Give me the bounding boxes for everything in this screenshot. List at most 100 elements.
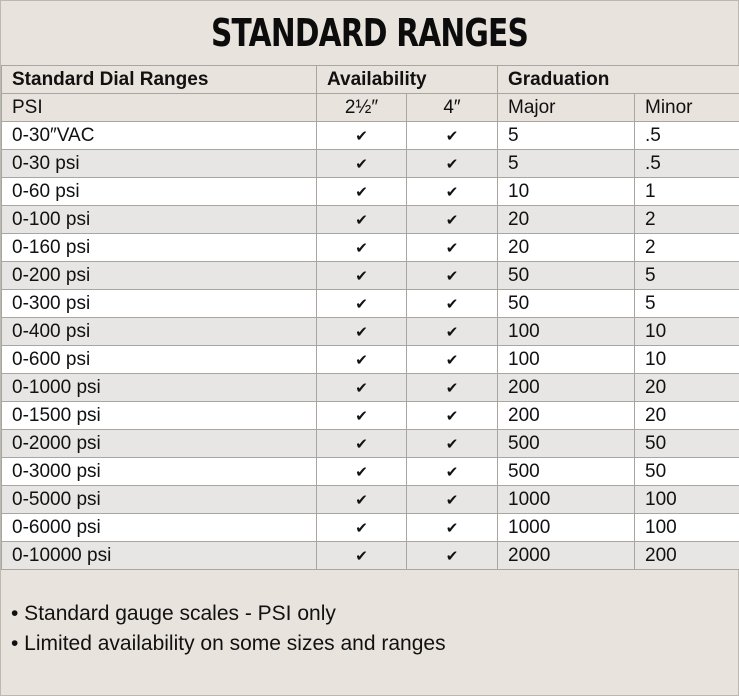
check-icon: ✔ bbox=[316, 485, 407, 514]
major-cell: 5 bbox=[497, 121, 635, 150]
major-cell: 100 bbox=[497, 345, 635, 374]
minor-cell: 20 bbox=[634, 401, 739, 430]
minor-cell: 1 bbox=[634, 177, 739, 206]
check-icon: ✔ bbox=[406, 541, 498, 570]
range-cell: 0-160 psi bbox=[1, 233, 317, 262]
minor-cell: 5 bbox=[634, 289, 739, 318]
major-cell: 50 bbox=[497, 261, 635, 290]
table-row: 0-6000 psi ✔ ✔ 1000 100 bbox=[1, 513, 739, 542]
range-cell: 0-1500 psi bbox=[1, 401, 317, 430]
note-item: • Standard gauge scales - PSI only bbox=[11, 602, 336, 625]
check-icon: ✔ bbox=[406, 233, 498, 262]
minor-cell: 20 bbox=[634, 373, 739, 402]
check-icon: ✔ bbox=[406, 289, 498, 318]
minor-cell: 50 bbox=[634, 457, 739, 486]
check-icon: ✔ bbox=[406, 457, 498, 486]
range-cell: 0-600 psi bbox=[1, 345, 317, 374]
check-icon: ✔ bbox=[316, 401, 407, 430]
table-row: 0-30″VAC ✔ ✔ 5.5 bbox=[1, 121, 739, 150]
table-row: 0-100 psi ✔ ✔ 20 2 bbox=[1, 205, 739, 234]
header-graduation: Graduation bbox=[497, 65, 739, 94]
major-cell: 5 bbox=[497, 149, 635, 178]
minor-cell: .5 bbox=[634, 121, 739, 150]
check-icon: ✔ bbox=[316, 317, 407, 346]
range-cell: 0-60 psi bbox=[1, 177, 317, 206]
table-row: 0-1000 psi ✔ ✔ 200 20 bbox=[1, 373, 739, 402]
major-cell: 100 bbox=[497, 317, 635, 346]
table-body: 0-30″VAC ✔ ✔ 5.5 0-30 psi ✔ ✔ 5.5 0-60 psi ✔ ✔ 10 1 0… bbox=[1, 121, 739, 570]
check-icon: ✔ bbox=[316, 205, 407, 234]
range-cell: 0-2000 psi bbox=[1, 429, 317, 458]
major-cell: 10 bbox=[497, 177, 635, 206]
header-availability: Availability bbox=[316, 65, 498, 94]
table-row: 0-200 psi ✔ ✔ 50 5 bbox=[1, 261, 739, 290]
table-row: 0-10000 psi ✔ ✔ 2000 200 bbox=[1, 541, 739, 570]
range-cell: 0-5000 psi bbox=[1, 485, 317, 514]
range-cell: 0-100 psi bbox=[1, 205, 317, 234]
major-cell: 500 bbox=[497, 429, 635, 458]
check-icon: ✔ bbox=[406, 177, 498, 206]
check-icon: ✔ bbox=[406, 429, 498, 458]
table-row: 0-400 psi ✔ ✔ 100 10 bbox=[1, 317, 739, 346]
major-cell: 200 bbox=[497, 373, 635, 402]
minor-cell: 10 bbox=[634, 345, 739, 374]
table-row: 0-60 psi ✔ ✔ 10 1 bbox=[1, 177, 739, 206]
subheader-minor: Minor bbox=[634, 93, 739, 122]
minor-cell: 100 bbox=[634, 513, 739, 542]
check-icon: ✔ bbox=[316, 513, 407, 542]
major-cell: 50 bbox=[497, 289, 635, 318]
check-icon: ✔ bbox=[316, 177, 407, 206]
check-icon: ✔ bbox=[406, 121, 498, 150]
minor-cell: 200 bbox=[634, 541, 739, 570]
table-row: 0-300 psi ✔ ✔ 50 5 bbox=[1, 289, 739, 318]
major-cell: 500 bbox=[497, 457, 635, 486]
check-icon: ✔ bbox=[406, 401, 498, 430]
check-icon: ✔ bbox=[316, 345, 407, 374]
range-cell: 0-3000 psi bbox=[1, 457, 317, 486]
range-cell: 0-10000 psi bbox=[1, 541, 317, 570]
check-icon: ✔ bbox=[316, 373, 407, 402]
subheader-major: Major bbox=[497, 93, 635, 122]
major-cell: 20 bbox=[497, 233, 635, 262]
major-cell: 1000 bbox=[497, 485, 635, 514]
minor-cell: .5 bbox=[634, 149, 739, 178]
check-icon: ✔ bbox=[316, 121, 407, 150]
range-cell: 0-6000 psi bbox=[1, 513, 317, 542]
check-icon: ✔ bbox=[316, 541, 407, 570]
major-cell: 1000 bbox=[497, 513, 635, 542]
minor-cell: 2 bbox=[634, 233, 739, 262]
major-cell: 200 bbox=[497, 401, 635, 430]
notes: • Standard gauge scales - PSI only • Lim… bbox=[11, 599, 446, 659]
table-row: 0-160 psi ✔ ✔ 20 2 bbox=[1, 233, 739, 262]
check-icon: ✔ bbox=[406, 261, 498, 290]
table-row: 0-5000 psi ✔ ✔ 1000 100 bbox=[1, 485, 739, 514]
table-row: 0-30 psi ✔ ✔ 5.5 bbox=[1, 149, 739, 178]
check-icon: ✔ bbox=[406, 317, 498, 346]
table-header-row: Standard Dial Ranges Availability Gradua… bbox=[1, 65, 739, 94]
table-subheader-row: PSI 2½″ 4″ Major Minor bbox=[1, 93, 739, 122]
range-cell: 0-30 psi bbox=[1, 149, 317, 178]
range-cell: 0-30″VAC bbox=[1, 121, 317, 150]
check-icon: ✔ bbox=[406, 205, 498, 234]
check-icon: ✔ bbox=[316, 457, 407, 486]
header-dial-ranges: Standard Dial Ranges bbox=[1, 65, 317, 94]
minor-cell: 50 bbox=[634, 429, 739, 458]
range-cell: 0-1000 psi bbox=[1, 373, 317, 402]
check-icon: ✔ bbox=[316, 429, 407, 458]
subheader-size-large: 4″ bbox=[406, 93, 498, 122]
subheader-size-small: 2½″ bbox=[316, 93, 407, 122]
page-title: STANDARD RANGES bbox=[210, 11, 529, 55]
subheader-unit: PSI bbox=[1, 93, 317, 122]
check-icon: ✔ bbox=[316, 261, 407, 290]
major-cell: 20 bbox=[497, 205, 635, 234]
check-icon: ✔ bbox=[406, 345, 498, 374]
major-cell: 2000 bbox=[497, 541, 635, 570]
table-row: 0-2000 psi ✔ ✔ 500 50 bbox=[1, 429, 739, 458]
check-icon: ✔ bbox=[406, 373, 498, 402]
note-item: • Limited availability on some sizes and… bbox=[11, 632, 446, 655]
range-cell: 0-400 psi bbox=[1, 317, 317, 346]
range-cell: 0-300 psi bbox=[1, 289, 317, 318]
check-icon: ✔ bbox=[406, 149, 498, 178]
table-row: 0-1500 psi ✔ ✔ 200 20 bbox=[1, 401, 739, 430]
